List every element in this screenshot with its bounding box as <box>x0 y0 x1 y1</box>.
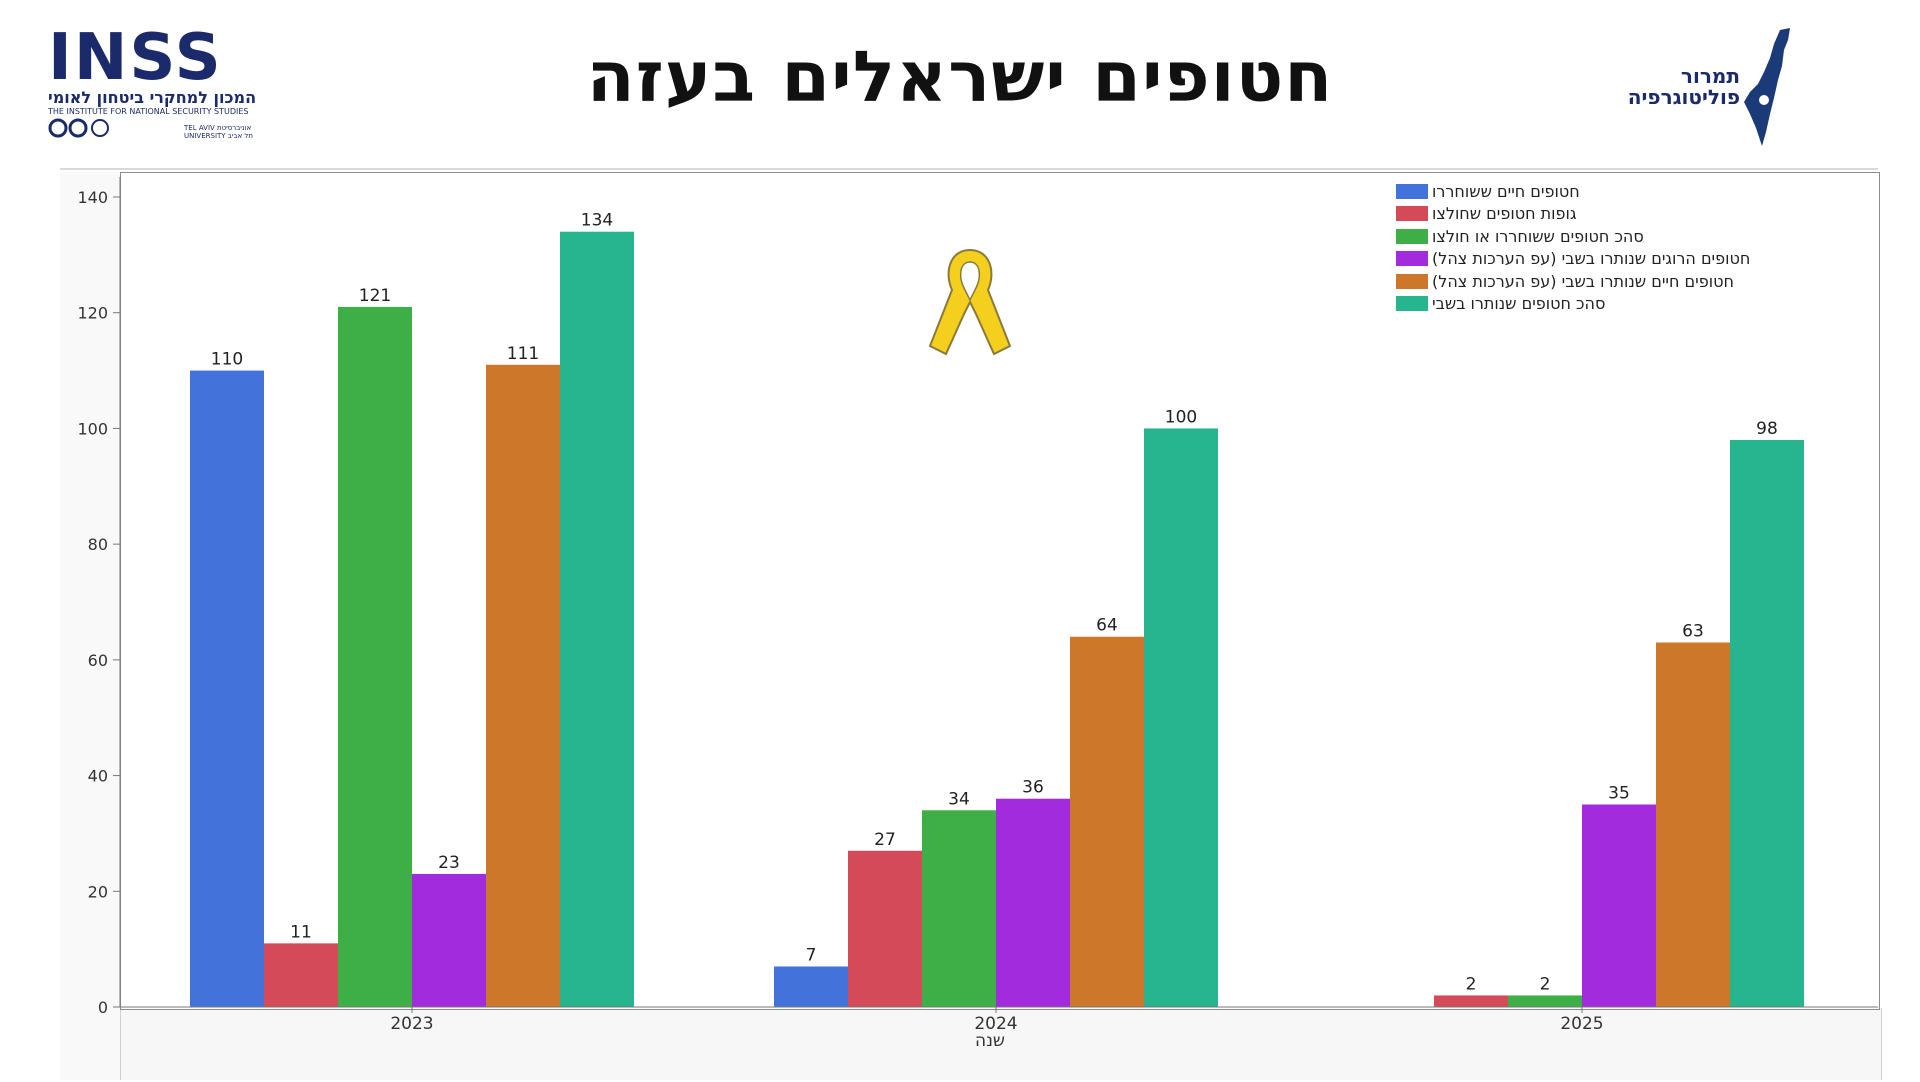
bar <box>1582 804 1656 1007</box>
bar <box>1070 636 1144 1007</box>
legend-label: חטופים חיים ששוחררו <box>1432 181 1580 201</box>
bar-labels: 110 11 121 23 111 134 7 27 34 36 64 100 2 2 35 63 98 <box>211 211 1778 995</box>
legend-item: סהכ חטופים שנותרו בשבי <box>1396 293 1750 316</box>
bar-value-label: 63 <box>1682 622 1704 642</box>
bar-value-label: 121 <box>359 286 391 306</box>
legend-swatch <box>1396 183 1428 199</box>
bar <box>1434 995 1508 1007</box>
legend-swatch <box>1396 296 1428 312</box>
bar <box>264 943 338 1007</box>
inss-logo-hebrew: המכון למחקרי ביטחון לאומי <box>48 88 257 107</box>
legend-label: גופות חטופים שחולצו <box>1432 204 1577 224</box>
bar-value-label: 7 <box>806 946 817 966</box>
bar <box>1656 642 1730 1007</box>
x-axis-title: שנה <box>975 1031 1005 1051</box>
university-emblem-icon <box>48 118 109 138</box>
bar <box>1144 428 1218 1007</box>
bar <box>1508 995 1582 1007</box>
x-axis: 2023 2024 2025 <box>120 1006 1878 1034</box>
legend-swatch <box>1396 273 1428 289</box>
legend-swatch <box>1396 228 1428 244</box>
bar-value-label: 110 <box>211 350 243 370</box>
legend-label: סהכ חטופים ששוחררו או חולצו <box>1432 226 1644 246</box>
bar-value-label: 35 <box>1608 784 1630 804</box>
y-tick-label: 20 <box>88 882 108 901</box>
bar <box>996 798 1070 1007</box>
y-tick-label: 60 <box>88 651 108 670</box>
university-label: TEL AVIV אוניברסיטת UNIVERSITY תל אביב <box>184 124 253 140</box>
bar <box>190 370 264 1008</box>
bar-value-label: 2 <box>1540 974 1551 994</box>
bar-value-label: 34 <box>948 789 970 809</box>
bar-value-label: 134 <box>581 211 613 231</box>
bar <box>1730 440 1804 1007</box>
x-tick-label: 2023 <box>390 1014 433 1034</box>
bar-value-label: 11 <box>290 922 312 942</box>
partner-logo-line2: פוליטוגרפיה <box>1627 85 1740 109</box>
bar-value-label: 100 <box>1165 407 1197 427</box>
yellow-ribbon-icon <box>928 248 1012 356</box>
israel-map-icon <box>1744 28 1790 146</box>
bar <box>848 850 922 1007</box>
bars <box>190 231 1804 1008</box>
y-tick-label: 100 <box>77 419 108 438</box>
legend-item: גופות חטופים שחולצו <box>1396 203 1750 226</box>
y-tick-label: 40 <box>88 767 108 786</box>
partner-logo: תמרור פוליטוגרפיה <box>1570 28 1810 148</box>
bar-value-label: 2 <box>1466 974 1477 994</box>
bar-value-label: 64 <box>1096 616 1118 636</box>
partner-logo-line1: תמרור <box>1680 64 1740 88</box>
bar <box>774 966 848 1007</box>
x-tick-label: 2024 <box>974 1014 1017 1034</box>
y-tick-label: 0 <box>98 998 108 1017</box>
legend-swatch <box>1396 206 1428 222</box>
bar <box>412 873 486 1007</box>
inss-logo-english: THE INSTITUTE FOR NATIONAL SECURITY STUD… <box>48 107 249 116</box>
y-axis-band <box>60 172 120 1080</box>
legend-item: חטופים חיים שנותרו בשבי (עפ הערכות צהל) <box>1396 270 1750 293</box>
x-axis-band <box>120 1008 1882 1080</box>
bar-value-label: 27 <box>874 830 896 850</box>
y-axis: 0 20 40 60 80 100 120 140 <box>77 177 121 1017</box>
university-label-line1: TEL AVIV אוניברסיטת <box>184 124 252 132</box>
y-tick-label: 80 <box>88 535 108 554</box>
bar-value-label: 36 <box>1022 778 1044 798</box>
bar-value-label: 111 <box>507 344 539 364</box>
university-label-line2: UNIVERSITY תל אביב <box>184 132 253 140</box>
bar-value-label: 98 <box>1756 419 1778 439</box>
bar-value-label: 23 <box>438 853 460 873</box>
legend: חטופים חיים ששוחררו גופות חטופים שחולצו סה… <box>1396 180 1750 315</box>
y-tick-label: 140 <box>77 188 108 207</box>
bar <box>560 231 634 1007</box>
legend-swatch <box>1396 251 1428 267</box>
bar <box>922 810 996 1007</box>
bar <box>486 364 560 1007</box>
legend-label: סהכ חטופים שנותרו בשבי <box>1432 294 1606 314</box>
page-title: חטופים ישראלים בעזה <box>586 36 1334 118</box>
chart-frame <box>60 168 1878 1082</box>
partner-logo-text: תמרור פוליטוגרפיה <box>1580 66 1740 108</box>
y-tick-label: 120 <box>77 304 108 323</box>
legend-item: חטופים הרוגים שנותרו בשבי (עפ הערכות צהל… <box>1396 248 1750 271</box>
legend-label: חטופים חיים שנותרו בשבי (עפ הערכות צהל) <box>1432 271 1734 291</box>
legend-item: חטופים חיים ששוחררו <box>1396 180 1750 203</box>
x-tick-label: 2025 <box>1560 1014 1603 1034</box>
inss-logo: INSS המכון למחקרי ביטחון לאומי THE INSTI… <box>48 21 304 140</box>
legend-label: חטופים הרוגים שנותרו בשבי (עפ הערכות צהל… <box>1432 249 1751 269</box>
bar <box>338 306 412 1007</box>
legend-item: סהכ חטופים ששוחררו או חולצו <box>1396 225 1750 248</box>
inss-logo-mark: INSS <box>48 21 223 95</box>
